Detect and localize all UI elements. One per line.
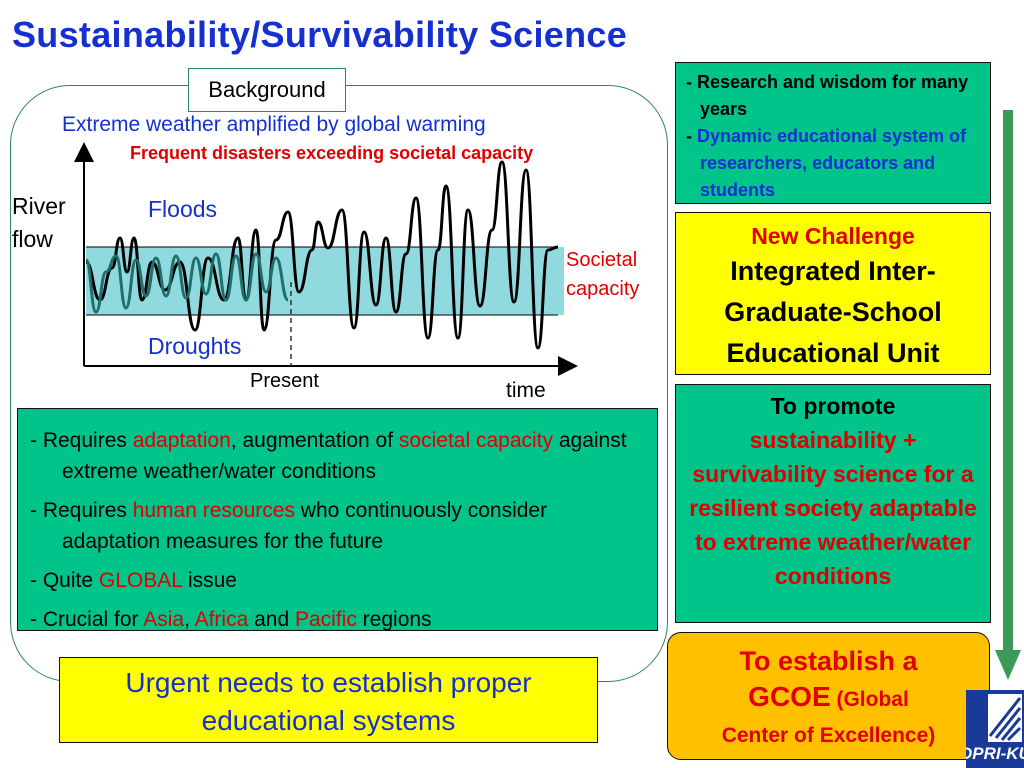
requirement-text: adaptation bbox=[132, 429, 231, 452]
gcoe-line3: Center of Excellence) bbox=[721, 724, 936, 747]
y-axis-label-line1: River bbox=[12, 193, 66, 219]
y-axis-label-line2: flow bbox=[12, 226, 53, 252]
requirement-text: GLOBAL bbox=[98, 569, 183, 592]
promote-heading: To promote bbox=[770, 393, 896, 419]
new-challenge-body: Integrated Inter-Graduate-School Educati… bbox=[724, 256, 942, 368]
requirement-item: - Requires adaptation, augmentation of s… bbox=[30, 425, 647, 487]
normal-flow-curve bbox=[84, 252, 290, 314]
requirements-box: - Requires adaptation, augmentation of s… bbox=[17, 408, 658, 631]
requirement-item: - Crucial for Asia, Africa and Pacific r… bbox=[30, 604, 647, 635]
research-box: - Research and wisdom for many years - D… bbox=[675, 62, 991, 204]
chart-caption-red: Frequent disasters exceeding societal ca… bbox=[130, 143, 534, 163]
requirement-text: regions bbox=[356, 608, 432, 631]
requirement-text: human resources bbox=[132, 499, 295, 522]
droughts-label: Droughts bbox=[148, 333, 242, 359]
logo-text: DPRI-KU bbox=[966, 744, 1024, 763]
present-label: Present bbox=[250, 370, 319, 392]
research-line2-dash: - bbox=[686, 126, 697, 146]
requirement-text: Asia bbox=[143, 608, 185, 631]
requirement-text: - Quite bbox=[30, 569, 99, 592]
research-line1: - Research and wisdom for many years bbox=[686, 72, 969, 119]
time-axis-label: time bbox=[506, 379, 546, 402]
requirement-text: societal capacity bbox=[398, 429, 553, 452]
page-title: Sustainability/Survivability Science bbox=[12, 14, 628, 55]
background-label: Background bbox=[188, 68, 346, 112]
y-axis-label: River flow bbox=[12, 190, 66, 256]
arrow-head bbox=[995, 650, 1021, 680]
societal-capacity-label: Societal capacity bbox=[566, 246, 639, 304]
requirement-item: - Quite GLOBAL issue bbox=[30, 565, 647, 596]
progress-arrow bbox=[995, 110, 1021, 680]
gcoe-paren-start: (Global bbox=[830, 688, 909, 711]
requirement-text: Africa bbox=[194, 608, 249, 631]
requirement-text: Pacific bbox=[294, 608, 357, 631]
gcoe-acronym: GCOE bbox=[748, 681, 831, 712]
requirement-text: who continuously consider adaptation mea… bbox=[62, 499, 548, 553]
new-challenge-box: New Challenge Integrated Inter-Graduate-… bbox=[675, 212, 991, 375]
requirement-text: , augmentation of bbox=[230, 429, 399, 452]
promote-body: sustainability + survivability science f… bbox=[689, 427, 977, 589]
arrow-shaft bbox=[1003, 110, 1013, 655]
requirement-text: , bbox=[184, 608, 195, 631]
promote-box: To promote sustainability + survivabilit… bbox=[675, 384, 991, 623]
requirement-text: against extreme weather/water conditions bbox=[62, 429, 627, 483]
institution-logo: DPRI-KU bbox=[966, 690, 1024, 768]
gcoe-line2: GCOE (Global bbox=[668, 679, 989, 720]
societal-capacity-line1: Societal bbox=[566, 249, 638, 271]
new-challenge-heading: New Challenge bbox=[751, 223, 915, 249]
requirement-text: - Crucial for bbox=[30, 608, 144, 631]
research-line2: - Dynamic educational system of research… bbox=[686, 123, 982, 204]
societal-capacity-band bbox=[86, 247, 564, 315]
requirement-text: issue bbox=[182, 569, 237, 592]
river-flow-chart bbox=[74, 142, 578, 376]
requirement-text: - Requires bbox=[30, 429, 133, 452]
research-line2-text: Dynamic educational system of researcher… bbox=[697, 126, 967, 200]
urgent-needs-box: Urgent needs to establish proper educati… bbox=[59, 657, 598, 743]
societal-capacity-line2: capacity bbox=[566, 278, 640, 300]
requirement-text: and bbox=[248, 608, 295, 631]
requirements-list: - Requires adaptation, augmentation of s… bbox=[30, 425, 647, 635]
logo-emblem bbox=[988, 694, 1022, 742]
chart-caption-blue: Extreme weather amplified by global warm… bbox=[62, 113, 486, 136]
gcoe-box: To establish a GCOE (Global Center of Ex… bbox=[667, 632, 990, 760]
requirement-item: - Requires human resources who continuou… bbox=[30, 495, 647, 557]
floods-label: Floods bbox=[148, 196, 218, 222]
requirement-text: - Requires bbox=[30, 499, 133, 522]
gcoe-line1: To establish a bbox=[739, 646, 918, 676]
